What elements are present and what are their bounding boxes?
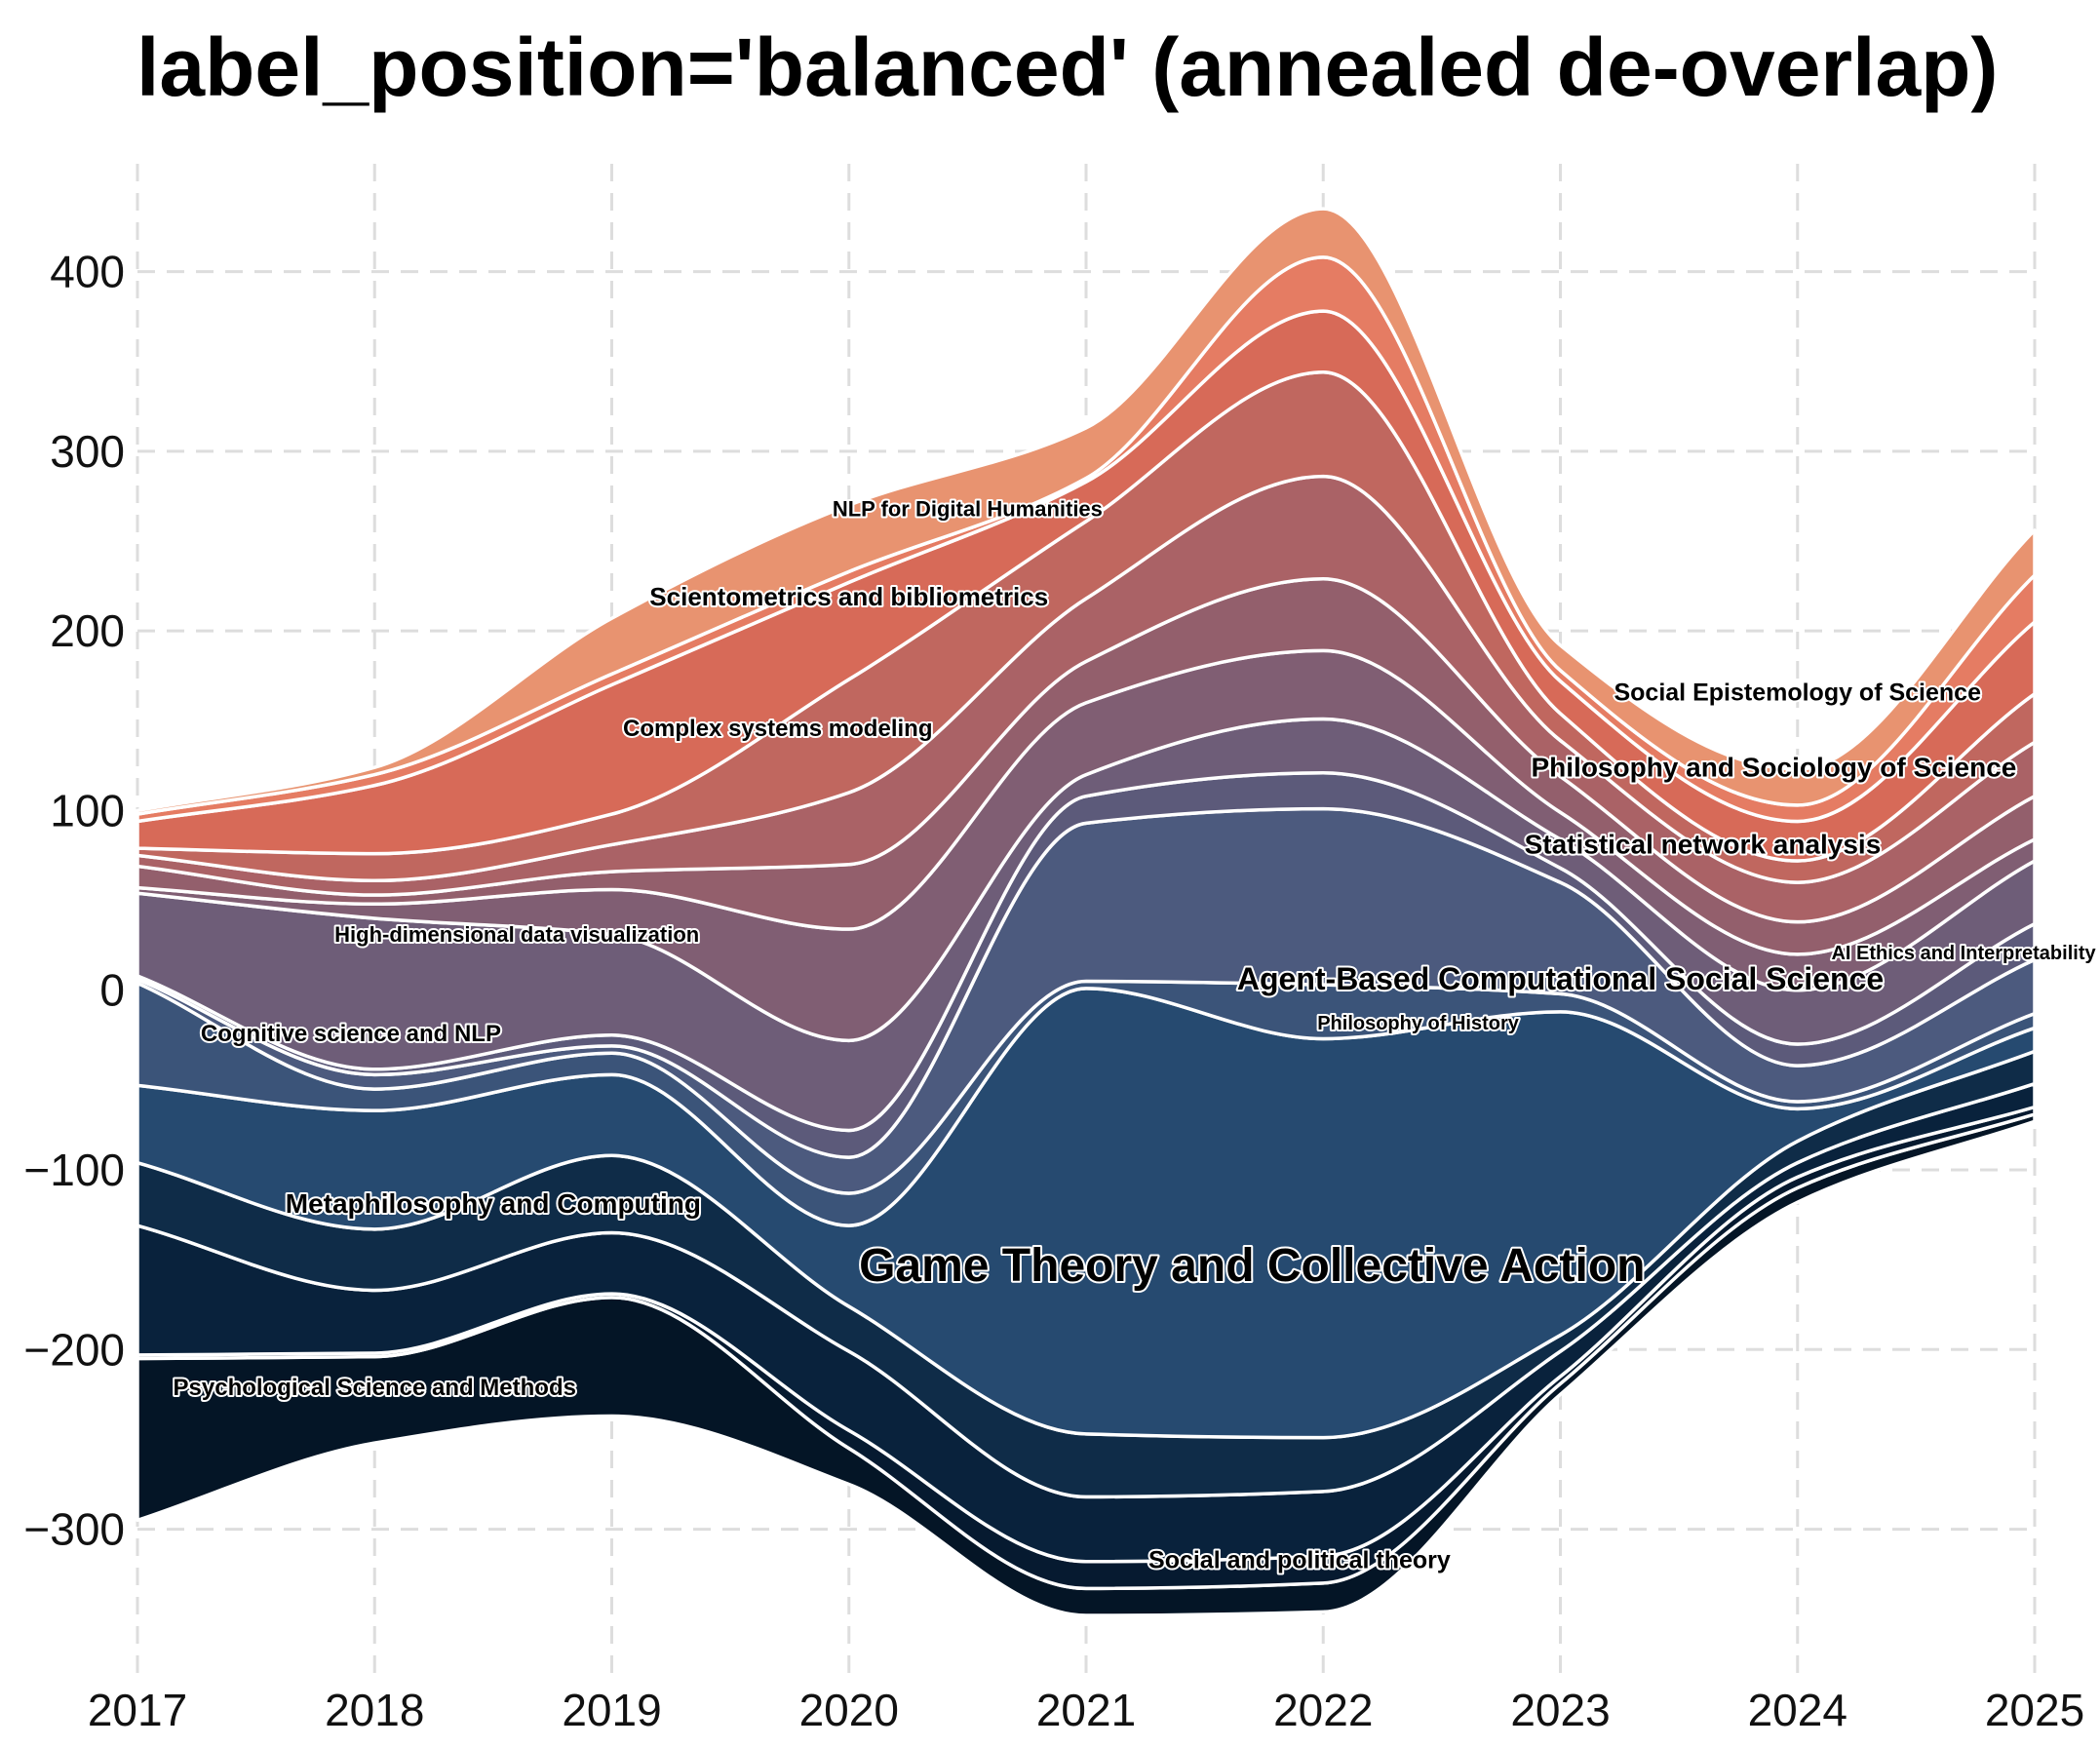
series-label: Complex systems modeling — [623, 716, 932, 742]
series-label: NLP for Digital Humanities — [833, 496, 1103, 521]
x-tick-label: 2020 — [799, 1685, 899, 1735]
x-tick-label: 2021 — [1036, 1685, 1136, 1735]
y-tick-label: −100 — [23, 1145, 125, 1195]
y-tick-label: 400 — [50, 247, 125, 297]
series-label: Philosophy and Sociology of Science — [1531, 752, 2016, 782]
y-tick-label: 300 — [50, 426, 125, 477]
stream-layer — [136, 207, 2037, 816]
y-tick-label: −300 — [23, 1504, 125, 1555]
stream-labels: Psychological Science and Methods Social … — [172, 494, 2099, 1575]
series-label: Social Epistemology of Science — [1614, 679, 1981, 706]
x-tick-label: 2017 — [88, 1685, 187, 1735]
y-tick-label: 200 — [50, 605, 125, 656]
x-tick-label: 2019 — [562, 1685, 661, 1735]
series-label: Social and political theory — [1148, 1546, 1451, 1573]
x-tick-label: 2023 — [1510, 1685, 1610, 1735]
series-label: Agent-Based Computational Social Science — [1237, 961, 1884, 996]
y-tick-label: −200 — [23, 1324, 125, 1375]
series-label: AI Ethics and Interpretability — [1831, 943, 2096, 964]
y-tick-label: 100 — [50, 785, 125, 835]
series-label: Game Theory and Collective Action — [859, 1240, 1645, 1292]
x-axis: 2017 2018 2019 2020 2021 2022 2023 2024 2025 — [88, 1685, 2084, 1735]
series-label: Metaphilosophy and Computing — [286, 1188, 701, 1219]
series-label: Psychological Science and Methods — [174, 1375, 576, 1401]
series-label: High-dimensional data visualization — [334, 922, 699, 947]
x-tick-label: 2022 — [1273, 1685, 1373, 1735]
series-label: Scientometrics and bibliometrics — [649, 582, 1048, 611]
x-tick-label: 2024 — [1748, 1685, 1847, 1735]
y-tick-label: 0 — [99, 965, 125, 1016]
series-label: Philosophy of History — [1317, 1013, 1520, 1034]
x-tick-label: 2025 — [1985, 1685, 2084, 1735]
chart-title: label_position='balanced' (annealed de-o… — [136, 21, 1998, 113]
x-tick-label: 2018 — [325, 1685, 424, 1735]
y-axis: −300 −200 −100 0 100 200 300 400 — [23, 247, 125, 1555]
stream-layers — [136, 207, 2037, 1617]
series-label: Statistical network analysis — [1525, 830, 1882, 860]
series-label: Cognitive science and NLP — [201, 1021, 501, 1047]
